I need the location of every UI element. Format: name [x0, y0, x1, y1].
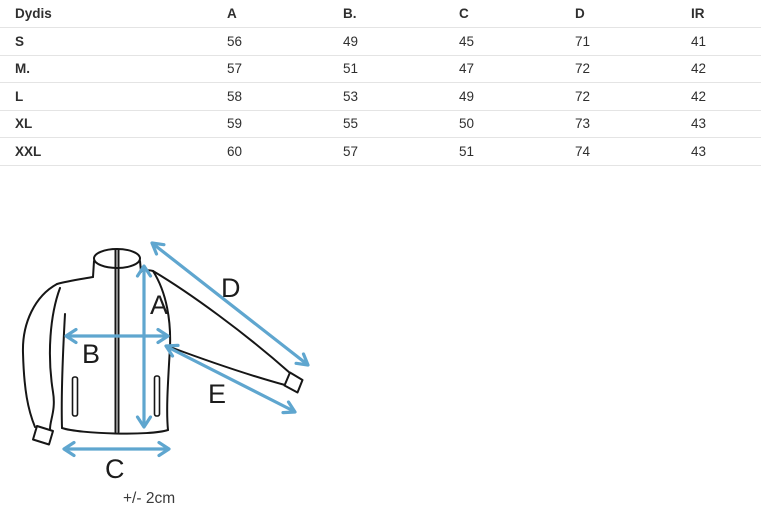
jacket-measurement-diagram: A B C D E +/- 2cm: [21, 241, 310, 507]
size-row-m: M. 57 51 47 72 42: [0, 55, 761, 83]
size-label: L: [0, 82, 212, 111]
size-cell: 55: [328, 110, 444, 138]
size-row-l: L 58 53 49 72 42: [0, 82, 761, 111]
tolerance-note: +/- 2cm: [123, 490, 175, 507]
size-cell: 42: [676, 55, 761, 83]
size-label: M.: [0, 55, 212, 83]
jacket-hem: [61, 427, 169, 435]
size-cell: 41: [676, 27, 761, 56]
jacket-left-sleeve-outer: [21, 283, 58, 428]
size-row-xl: XL 59 55 50 73 43: [0, 110, 761, 138]
size-cell: 43: [676, 110, 761, 138]
size-cell: 58: [212, 82, 328, 111]
jacket-right-cuff: [283, 371, 304, 394]
col-header-dydis: Dydis: [0, 0, 212, 28]
jacket-shoulder-left: [56, 276, 94, 285]
size-cell: 42: [676, 82, 761, 111]
col-header-d: D: [560, 0, 676, 28]
size-cell: 47: [444, 55, 560, 83]
size-cell: 73: [560, 110, 676, 138]
size-row-s: S 56 49 45 71 41: [0, 27, 761, 56]
measure-label-b: B: [82, 339, 100, 369]
jacket-left-sleeve-inner: [48, 287, 61, 430]
col-header-b: B.: [328, 0, 444, 28]
size-table: Dydis A B. C D IR S 56 49 45 71 41 M. 57…: [0, 0, 761, 166]
jacket-left-cuff: [32, 425, 54, 446]
measure-label-c: C: [105, 454, 125, 484]
measurement-arrow-d: [150, 241, 310, 367]
measurement-arrow-b: [64, 327, 170, 345]
col-header-ir: IR: [676, 0, 761, 28]
size-cell: 51: [328, 55, 444, 83]
col-header-c: C: [444, 0, 560, 28]
size-cell: 72: [560, 82, 676, 111]
size-cell: 50: [444, 110, 560, 138]
jacket-right-sleeve-bottom: [169, 346, 286, 386]
col-header-a: A: [212, 0, 328, 28]
measurement-arrow-a: [135, 264, 153, 429]
jacket-right-sleeve-top: [152, 270, 291, 374]
measure-label-a: A: [150, 290, 168, 320]
size-cell: 53: [328, 82, 444, 111]
size-row-xxl: XXL 60 57 51 74 43: [0, 137, 761, 166]
measurement-arrow-c: [62, 440, 171, 458]
size-label: XL: [0, 110, 212, 138]
size-cell: 74: [560, 137, 676, 166]
size-cell: 49: [444, 82, 560, 111]
measurement-arrow-e: [164, 343, 297, 415]
size-cell: 57: [212, 55, 328, 83]
jacket-left-side-seam: [60, 313, 66, 429]
measurement-arrows: [62, 241, 310, 458]
size-label: S: [0, 27, 212, 56]
size-label: XXL: [0, 137, 212, 166]
size-cell: 45: [444, 27, 560, 56]
jacket-collar-left: [92, 260, 95, 278]
jacket-collar: [93, 248, 141, 269]
size-cell: 71: [560, 27, 676, 56]
jacket-outline-drawing: [21, 248, 304, 446]
jacket-left-pocket-zip: [71, 376, 79, 417]
measure-label-d: D: [221, 273, 241, 303]
measure-label-e: E: [208, 379, 226, 409]
size-cell: 43: [676, 137, 761, 166]
size-cell: 57: [328, 137, 444, 166]
size-cell: 49: [328, 27, 444, 56]
size-cell: 60: [212, 137, 328, 166]
size-cell: 56: [212, 27, 328, 56]
size-cell: 59: [212, 110, 328, 138]
size-cell: 72: [560, 55, 676, 83]
size-table-header-row: Dydis A B. C D IR: [0, 0, 761, 28]
jacket-right-pocket-zip: [153, 375, 161, 417]
size-cell: 51: [444, 137, 560, 166]
